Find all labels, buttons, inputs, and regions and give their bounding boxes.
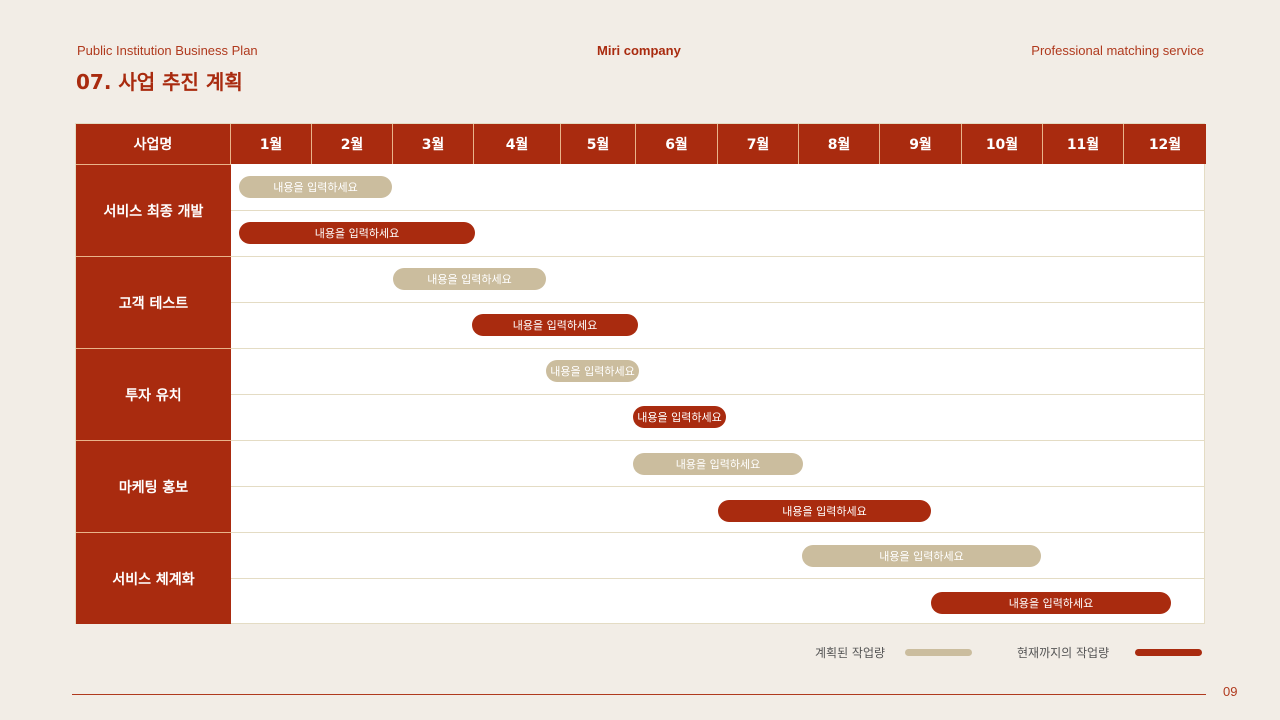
row-divider [231, 210, 1204, 211]
row-divider [231, 578, 1204, 579]
actual-bar: 내용을 입력하세요 [931, 592, 1171, 614]
actual-bar: 내용을 입력하세요 [718, 500, 931, 522]
name-header: 사업명 [76, 124, 231, 164]
planned-bar: 내용을 입력하세요 [239, 176, 392, 198]
project-label: 투자 유치 [76, 348, 231, 440]
month-header: 11월 [1043, 124, 1124, 164]
planned-bar: 내용을 입력하세요 [802, 545, 1041, 567]
month-header: 7월 [718, 124, 799, 164]
legend-actual-swatch [1135, 649, 1202, 656]
row-divider [231, 348, 1204, 349]
actual-bar: 내용을 입력하세요 [472, 314, 638, 336]
project-label: 서비스 최종 개발 [76, 164, 231, 256]
project-label: 고객 테스트 [76, 256, 231, 348]
month-header: 9월 [880, 124, 962, 164]
doc-subtitle: Public Institution Business Plan [77, 43, 258, 58]
month-header: 4월 [474, 124, 561, 164]
month-header: 10월 [962, 124, 1043, 164]
project-label: 서비스 체계화 [76, 532, 231, 624]
legend-actual-label: 현재까지의 작업량 [1017, 646, 1110, 660]
footer-divider [72, 694, 1206, 695]
row-divider [231, 486, 1204, 487]
page-number: 09 [1223, 684, 1238, 699]
month-header: 2월 [312, 124, 393, 164]
row-divider [231, 532, 1204, 533]
project-label: 마케팅 홍보 [76, 440, 231, 532]
page-title: 07. 사업 추진 계획 [76, 70, 243, 94]
row-divider [231, 302, 1204, 303]
row-divider [231, 440, 1204, 441]
company-name: Miri company [597, 43, 681, 58]
month-header: 5월 [561, 124, 636, 164]
service-tagline: Professional matching service [1031, 43, 1204, 58]
month-header: 8월 [799, 124, 880, 164]
planned-bar: 내용을 입력하세요 [546, 360, 639, 382]
planned-bar: 내용을 입력하세요 [393, 268, 546, 290]
month-header: 3월 [393, 124, 474, 164]
planned-bar: 내용을 입력하세요 [633, 453, 803, 475]
legend-planned-swatch [905, 649, 972, 656]
actual-bar: 내용을 입력하세요 [239, 222, 475, 244]
row-divider [231, 256, 1204, 257]
gantt-table: 사업명 1월 2월 3월 4월 5월 6월 7월 8월 9월 10월 11월 12월 서비스 최종 개… [75, 123, 1206, 624]
month-header: 6월 [636, 124, 718, 164]
legend-planned-label: 계획된 작업량 [815, 646, 886, 660]
month-header: 12월 [1124, 124, 1206, 164]
month-header: 1월 [231, 124, 312, 164]
row-divider [231, 394, 1204, 395]
actual-bar: 내용을 입력하세요 [633, 406, 726, 428]
